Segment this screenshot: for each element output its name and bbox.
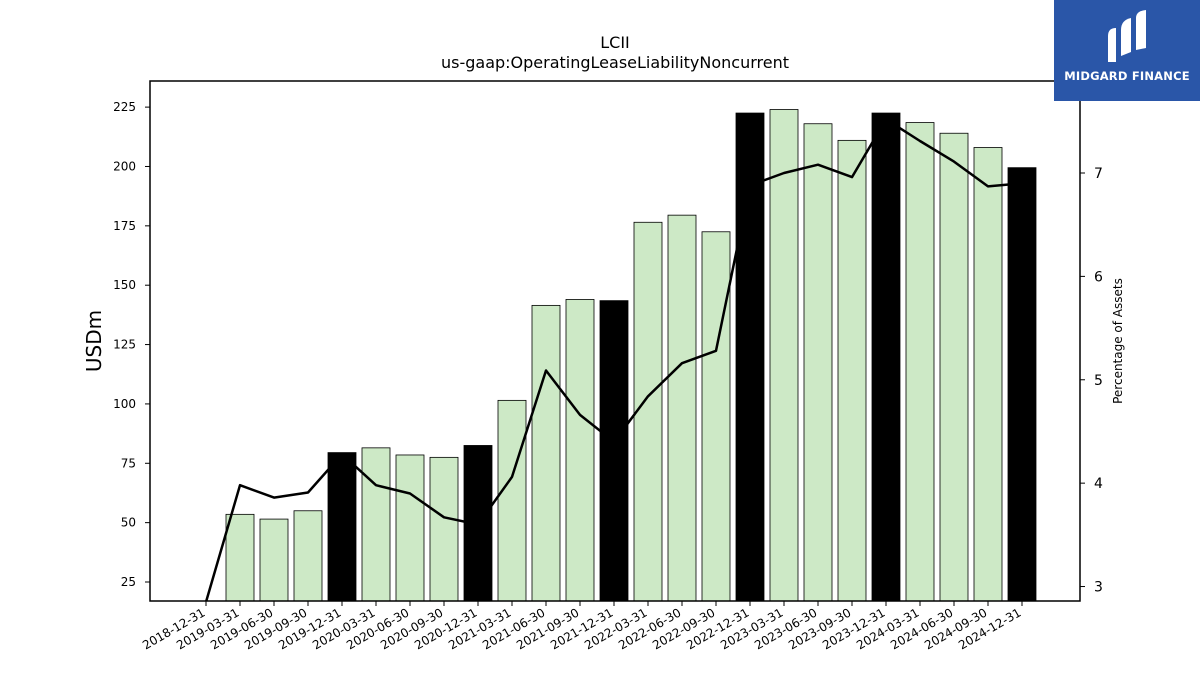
bar-2024-03-31 xyxy=(905,122,935,602)
midgard-logo-icon xyxy=(1108,10,1146,62)
line-layer xyxy=(204,118,1023,601)
y-tick-label: 150 xyxy=(113,278,136,292)
y2-tick-label: 3 xyxy=(1094,580,1103,596)
logo-text: MIDGARD FINANCE xyxy=(1064,69,1190,83)
y-tick-label: 200 xyxy=(113,159,136,173)
bar-2024-06-30 xyxy=(939,132,969,602)
y2-tick-label: 7 xyxy=(1094,166,1103,182)
bar-2020-06-30 xyxy=(395,454,425,602)
y2-tick-label: 5 xyxy=(1094,373,1103,389)
bar-2023-12-31 xyxy=(871,112,901,602)
bars-group xyxy=(225,109,1037,602)
bar-2022-12-31 xyxy=(735,112,765,602)
bar-2022-06-30 xyxy=(667,214,697,602)
bar-2023-09-30 xyxy=(837,139,867,602)
y-tick-label: 100 xyxy=(113,397,136,411)
bar-2021-06-30 xyxy=(531,304,561,602)
bar-2021-12-31 xyxy=(599,300,629,602)
y-tick-label: 50 xyxy=(121,516,136,530)
bar-2021-03-31 xyxy=(497,399,527,602)
bar-2020-09-30 xyxy=(429,456,459,602)
percentage-line xyxy=(204,118,1023,601)
x-axis: 2018-12-312019-03-312019-06-302019-09-30… xyxy=(140,601,1024,652)
bar-2024-12-31 xyxy=(1007,167,1037,602)
y-tick-label: 225 xyxy=(113,100,136,114)
chart-title: LCII xyxy=(600,33,630,52)
y2-tick-label: 6 xyxy=(1094,269,1103,285)
bar-2021-09-30 xyxy=(565,299,595,602)
y2-tick-label: 4 xyxy=(1094,476,1103,492)
bar-2019-09-30 xyxy=(293,510,323,602)
y-tick-label: 75 xyxy=(121,456,136,470)
bar-2023-06-30 xyxy=(803,123,833,602)
bar-2019-06-30 xyxy=(259,518,289,602)
bar-2023-03-31 xyxy=(769,109,799,602)
bar-2019-03-31 xyxy=(225,513,255,602)
bar-2019-12-31 xyxy=(327,452,357,602)
chart-subtitle: us-gaap:OperatingLeaseLiabilityNoncurren… xyxy=(441,53,789,72)
plot-frame xyxy=(149,80,1081,602)
y-tick-label: 125 xyxy=(113,338,136,352)
y-axis-label: USDm xyxy=(82,310,106,372)
y-tick-label: 25 xyxy=(121,575,136,589)
brand-logo: MIDGARD FINANCE xyxy=(1054,0,1200,101)
bar-2024-09-30 xyxy=(973,147,1003,602)
bar-2020-03-31 xyxy=(361,447,391,602)
bar-2022-09-30 xyxy=(701,231,731,602)
y-axis-right: 3 4 5 6 7 xyxy=(1080,166,1103,596)
bar-2022-03-31 xyxy=(633,221,663,602)
y2-axis-label: Percentage of Assets xyxy=(1111,278,1125,404)
y-tick-label: 175 xyxy=(113,219,136,233)
y-axis-left: 25 50 75 100 125 150 175 200 225 xyxy=(113,100,150,589)
